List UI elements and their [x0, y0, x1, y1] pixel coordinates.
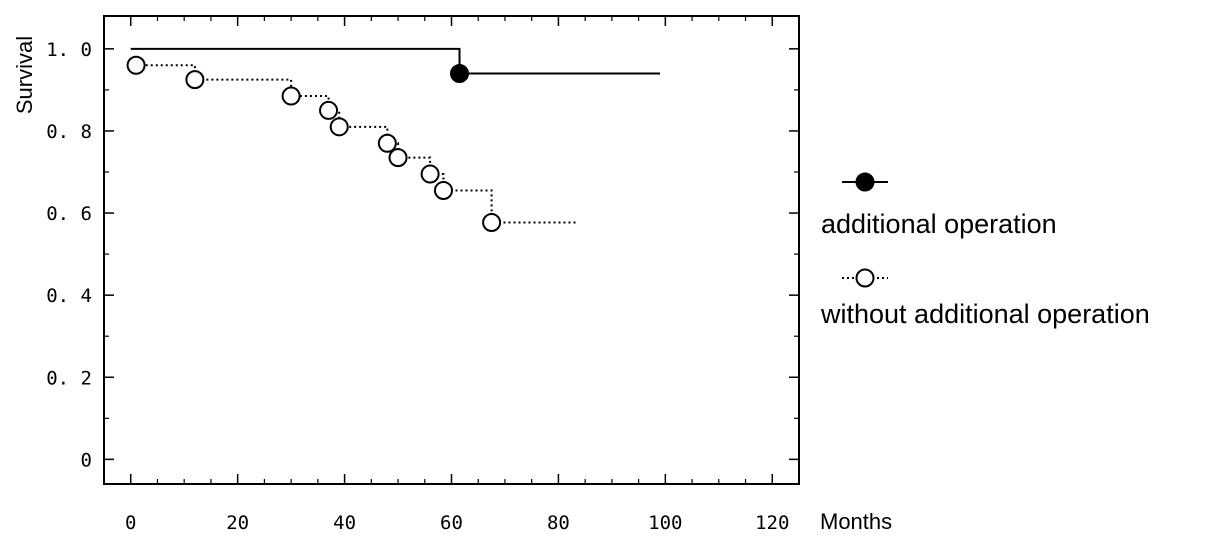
- series-1-event-point: [450, 63, 470, 83]
- x-tick-label: 80: [547, 512, 570, 534]
- legend-label: additional operation: [821, 209, 1057, 239]
- series-2-event-point: [377, 133, 397, 153]
- series-2-event-point: [482, 212, 502, 232]
- series-1-line: [130, 47, 660, 75]
- series-2-event-point: [281, 86, 301, 106]
- series-1: [130, 47, 660, 83]
- series-2-event-point: [329, 117, 349, 137]
- x-tick-label: 120: [755, 512, 789, 534]
- series-2-line: [130, 64, 578, 224]
- legend-marker: [855, 268, 875, 288]
- legend-entry-2: without additional operation: [820, 268, 1150, 329]
- y-tick-label: 0. 8: [46, 121, 92, 143]
- series-2-event-point: [319, 100, 339, 120]
- plot-frame: [103, 15, 800, 485]
- series-2-event-point: [420, 164, 440, 184]
- x-tick-label: 0: [125, 512, 136, 534]
- series-layer: [126, 47, 660, 232]
- x-tick-label: 60: [440, 512, 463, 534]
- y-tick-label: 0. 6: [46, 203, 92, 225]
- y-tick-label: 0: [81, 449, 92, 471]
- axes: 0 20 40 60 80 100 120 0 0. 2 0. 4 0. 6 0. 8 1. 0: [46, 15, 800, 534]
- series-2-event-point: [433, 180, 453, 200]
- x-tick-label: 20: [226, 512, 249, 534]
- legend-entry-1: additional operation: [821, 172, 1057, 239]
- x-tick-label: 100: [648, 512, 682, 534]
- series-2: [126, 55, 578, 232]
- y-tick-label: 0. 4: [46, 285, 92, 307]
- x-axis-title: Months: [820, 509, 892, 534]
- series-2-event-point: [126, 55, 146, 75]
- y-axis-title: Survival: [12, 36, 37, 114]
- legend-marker: [855, 172, 875, 192]
- series-2-event-point: [185, 70, 205, 90]
- legend: additional operation without additional o…: [820, 172, 1150, 329]
- series-2-event-point: [388, 148, 408, 168]
- legend-label: without additional operation: [820, 299, 1150, 329]
- y-tick-label: 1. 0: [46, 39, 92, 61]
- x-tick-label: 40: [333, 512, 356, 534]
- y-tick-label: 0. 2: [46, 367, 92, 389]
